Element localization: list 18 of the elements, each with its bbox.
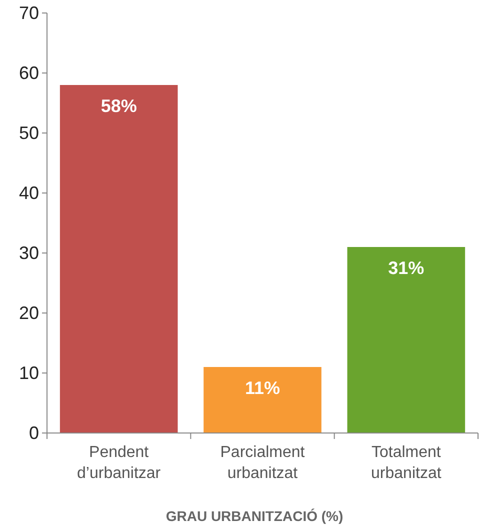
x-axis-title: GRAU URBANITZACIÓ (%) (166, 508, 344, 524)
data-label: 11% (244, 378, 280, 398)
y-tick-label: 20 (18, 302, 39, 323)
x-tick-label: Parcialment urbanitzat (220, 444, 306, 482)
x-tick-label: Pendent d’urbanitzar (77, 444, 162, 482)
y-tick-label: 30 (18, 242, 39, 263)
y-tick-label: 40 (18, 182, 39, 203)
bar (347, 247, 466, 433)
bar (60, 85, 178, 433)
data-label: 58% (100, 96, 137, 116)
y-tick-label: 0 (28, 422, 39, 443)
y-tick-label: 50 (18, 122, 39, 143)
bar (204, 367, 322, 433)
x-tick-label: Totalment urbanitzat (371, 444, 442, 482)
y-tick-label: 60 (18, 62, 39, 83)
y-tick-label: 70 (18, 2, 39, 23)
data-label: 31% (388, 258, 424, 278)
y-tick-label: 10 (18, 362, 39, 383)
